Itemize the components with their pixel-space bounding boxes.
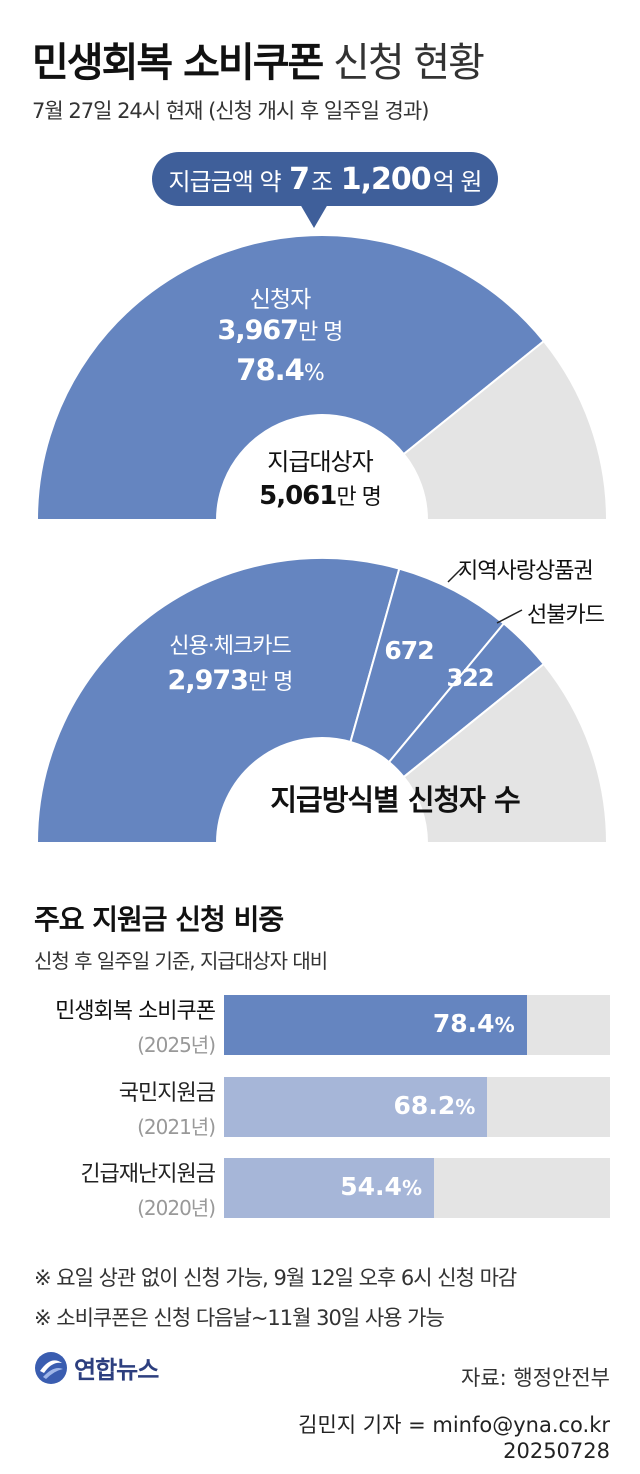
- applicants-pct-unit: %: [303, 361, 325, 386]
- page-title: 민생회복 소비쿠폰 신청 현황: [32, 30, 485, 88]
- bar-value-label: 54.4%: [340, 1172, 422, 1201]
- applicants-pct-number: 78.4: [236, 353, 305, 387]
- title-light: 신청 현황: [333, 40, 485, 86]
- bar-value-unit: %: [494, 1013, 515, 1037]
- eligible-value: 5,061만 명: [235, 479, 405, 511]
- card-value: 2,973만 명: [150, 664, 310, 696]
- bar-category-label: 국민지원금 (2021년): [118, 1075, 216, 1140]
- callout-prefix: 지급금액 약: [168, 167, 282, 196]
- callout-tail: [300, 204, 328, 228]
- applicants-slice: [35, 234, 546, 521]
- card-unit: 만 명: [247, 670, 293, 695]
- bar-category-label: 긴급재난지원금 (2020년): [80, 1156, 216, 1221]
- page-subtitle: 7월 27일 24시 현재 (신청 개시 후 일주일 경과): [32, 99, 429, 123]
- method-chart-title: 지급방식별 신청자 수: [270, 783, 520, 817]
- applicants-number: 3,967: [217, 315, 299, 346]
- bar-track: 78.4%: [224, 995, 610, 1055]
- bar-category-label: 민생회복 소비쿠폰 (2025년): [55, 993, 216, 1058]
- bar-value-number: 54.4: [340, 1172, 402, 1201]
- bar-category-year: (2025년): [137, 1033, 216, 1057]
- bar-track: 68.2%: [224, 1077, 610, 1137]
- bar-track: 54.4%: [224, 1158, 610, 1218]
- applicants-pct: 78.4%: [200, 353, 360, 387]
- card-label: 신용·체크카드: [169, 634, 291, 659]
- callout-num1: 7: [289, 161, 310, 197]
- applicants-unit: 만 명: [297, 320, 343, 345]
- eligible-number: 5,061: [259, 481, 337, 511]
- bar-value-label: 78.4%: [433, 1009, 515, 1038]
- publish-date: 20250728: [503, 1439, 610, 1463]
- bar-chart-subtitle: 신청 후 일주일 기준, 지급대상자 대비: [34, 949, 328, 973]
- callout-mid: 조: [311, 167, 333, 196]
- credit: 김민지 기자 = minfo@yna.co.kr 20250728: [298, 1412, 610, 1464]
- voucher-value: 672: [384, 636, 434, 665]
- callout-suffix: 억 원: [432, 167, 483, 196]
- prepaid-leader: [496, 609, 523, 624]
- bar-chart-title: 주요 지원금 신청 비중: [34, 903, 284, 936]
- note-2: ※ 소비쿠폰은 신청 다음날~11월 30일 사용 가능: [34, 1306, 445, 1330]
- logo-text: 연합뉴스: [74, 1356, 159, 1384]
- remaining-slice: [402, 662, 609, 844]
- bar-value-unit: %: [455, 1095, 476, 1119]
- voucher-leader: [447, 565, 465, 583]
- bar-value-number: 68.2: [393, 1091, 456, 1120]
- reporter: 김민지 기자 = minfo@yna.co.kr: [298, 1413, 610, 1437]
- applicants-label: 신청자: [249, 287, 311, 313]
- logo-icon: [35, 1351, 67, 1384]
- voucher-label: 지역사랑상품권: [458, 559, 594, 584]
- eligible-unit: 만 명: [336, 485, 381, 510]
- bar-fill: [224, 995, 527, 1055]
- bar-category-year: (2021년): [137, 1115, 216, 1139]
- applicants-value: 3,967만 명: [190, 314, 370, 346]
- card-slice: [35, 557, 401, 844]
- prepaid-label: 선불카드: [527, 603, 605, 628]
- prepaid-value: 322: [446, 664, 494, 692]
- non-applicants-slice: [402, 339, 609, 521]
- donut-charts: [35, 234, 609, 844]
- eligible-label: 지급대상자: [267, 448, 373, 476]
- card-number: 2,973: [167, 665, 249, 696]
- title-bold: 민생회복 소비쿠폰: [32, 40, 324, 86]
- callout-num2: 1,200: [340, 161, 432, 197]
- source: 자료: 행정안전부: [461, 1366, 610, 1390]
- note-1: ※ 요일 상관 없이 신청 가능, 9월 12일 오후 6시 신청 마감: [34, 1266, 517, 1290]
- bar-value-label: 68.2%: [394, 1091, 476, 1120]
- bar-category-name: 민생회복 소비쿠폰: [55, 999, 216, 1024]
- bar-fill: [224, 1077, 488, 1137]
- bar-value-unit: %: [401, 1176, 422, 1200]
- yonhap-logo: 연합뉴스: [34, 1350, 159, 1385]
- bar-category-name: 국민지원금: [118, 1081, 216, 1106]
- bar-category-name: 긴급재난지원금: [80, 1162, 216, 1187]
- bar-value-number: 78.4: [432, 1009, 495, 1038]
- bar-category-year: (2020년): [137, 1196, 216, 1220]
- bar-fill: [224, 1158, 434, 1218]
